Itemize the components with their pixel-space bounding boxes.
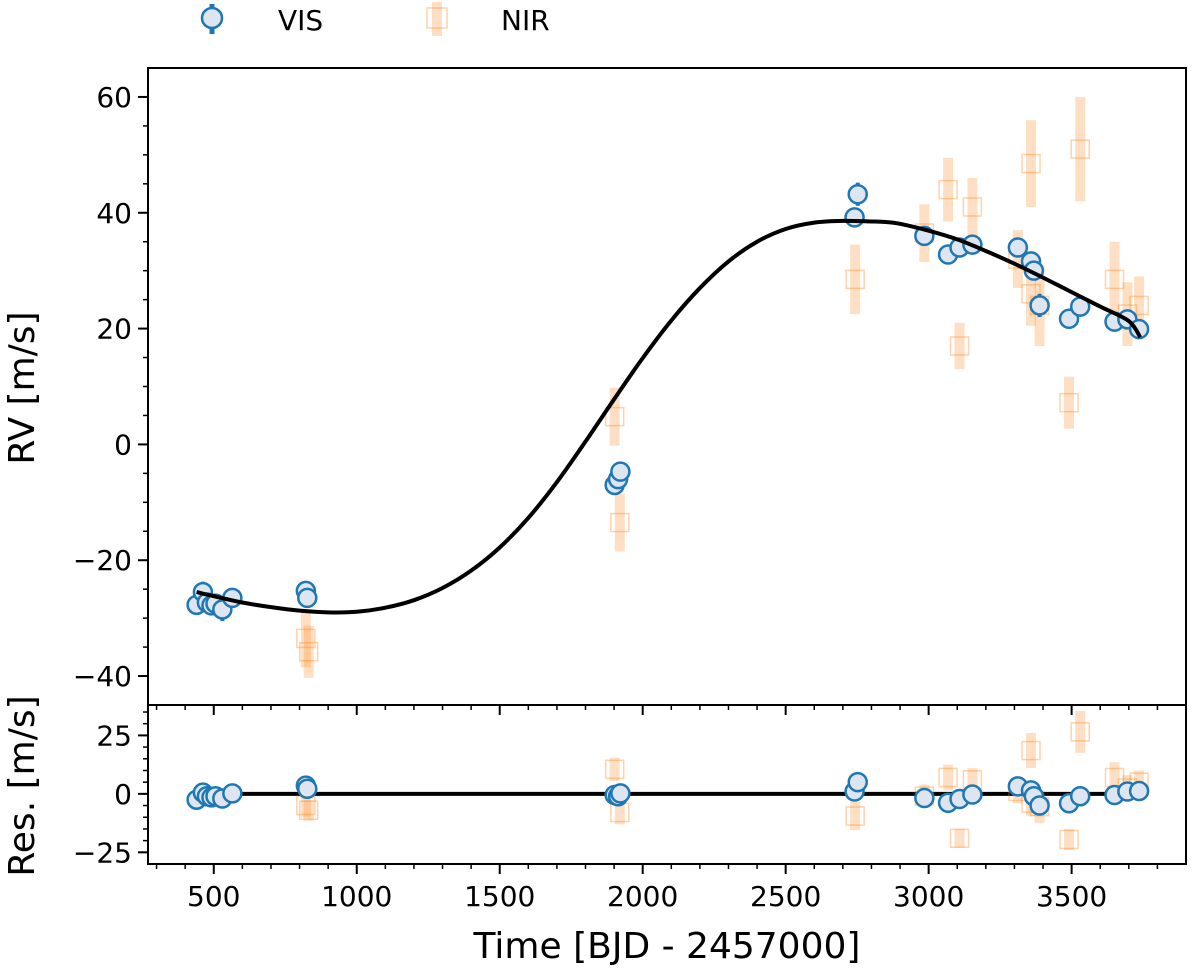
nir-point bbox=[938, 767, 958, 788]
vis-point bbox=[962, 784, 983, 805]
nir-point bbox=[1059, 829, 1079, 850]
nir-point bbox=[949, 828, 970, 849]
x-tick-label: 1000 bbox=[321, 880, 392, 913]
nir-point bbox=[1021, 153, 1041, 174]
residuals-panel: 25 0 −25 500 1000 1500 2000 2500 3000 3500 Res. … bbox=[2, 695, 1187, 967]
residuals-vis-series bbox=[186, 771, 1150, 816]
nir-point bbox=[1129, 295, 1149, 316]
residuals-panel-frame bbox=[147, 704, 1187, 865]
y-tick-label: 25 bbox=[96, 719, 132, 752]
y-tick-label: 20 bbox=[96, 313, 132, 346]
legend-nir-marker bbox=[426, 2, 448, 36]
vis-point bbox=[1069, 785, 1091, 807]
nir-point bbox=[949, 336, 970, 356]
vis-point bbox=[610, 783, 631, 804]
x-tick-label: 500 bbox=[187, 880, 240, 913]
nir-point bbox=[845, 269, 865, 290]
x-tick-label: 3000 bbox=[893, 880, 964, 913]
y-tick-label: 0 bbox=[114, 778, 132, 811]
nir-point bbox=[938, 179, 958, 200]
y-tick-label: 0 bbox=[114, 428, 132, 461]
rv-y-axis-title: RV [m/s] bbox=[2, 311, 43, 464]
rv-nir-series bbox=[296, 96, 1149, 678]
y-tick-label: −25 bbox=[73, 836, 132, 869]
vis-point bbox=[1007, 237, 1029, 258]
x-tick-label: 1500 bbox=[464, 880, 535, 913]
nir-point bbox=[610, 512, 630, 533]
y-tick-label: 40 bbox=[96, 197, 132, 230]
vis-point bbox=[1029, 795, 1050, 816]
y-tick-label: 60 bbox=[96, 81, 132, 114]
nir-point bbox=[962, 197, 983, 217]
residuals-y-axis-title: Res. [m/s] bbox=[2, 695, 43, 876]
nir-point bbox=[296, 628, 316, 649]
x-tick-label: 2000 bbox=[607, 880, 678, 913]
vis-point bbox=[297, 778, 318, 799]
x-tick-label: 2500 bbox=[750, 880, 821, 913]
vis-point bbox=[914, 787, 935, 809]
vis-point bbox=[847, 183, 868, 205]
residuals-x-axis: 500 1000 1500 2000 2500 3000 3500 bbox=[155, 864, 1159, 913]
legend: VIS NIR bbox=[200, 2, 550, 37]
x-tick-label: 3500 bbox=[1036, 880, 1107, 913]
vis-point bbox=[297, 587, 318, 609]
nir-point bbox=[845, 806, 865, 826]
vis-point bbox=[1029, 295, 1050, 316]
rv-model-curve bbox=[196, 218, 1142, 615]
nir-point bbox=[604, 759, 625, 780]
nir-point bbox=[1104, 269, 1125, 290]
x-axis-title: Time [BJD - 2457000] bbox=[473, 926, 861, 967]
rv-panel: 60 40 20 0 −20 −40 RV [m/s] bbox=[2, 67, 1187, 715]
vis-point bbox=[1128, 780, 1150, 802]
nir-point bbox=[298, 800, 319, 820]
vis-point bbox=[222, 783, 243, 804]
rv-vis-series bbox=[186, 182, 1150, 622]
legend-vis-label: VIS bbox=[278, 4, 323, 37]
vis-point bbox=[610, 461, 631, 482]
residuals-y-axis: 25 0 −25 bbox=[73, 711, 148, 869]
y-tick-label: −40 bbox=[73, 660, 132, 693]
vis-point bbox=[847, 771, 868, 793]
rv-x-axis-ticks bbox=[155, 705, 1159, 715]
nir-point bbox=[604, 406, 625, 427]
nir-point bbox=[298, 641, 319, 662]
nir-point bbox=[1059, 392, 1079, 413]
rv-y-axis: 60 40 20 0 −20 −40 bbox=[73, 81, 148, 693]
legend-vis-marker bbox=[200, 4, 224, 34]
legend-nir-label: NIR bbox=[501, 4, 550, 37]
nir-point bbox=[1021, 740, 1041, 761]
vis-point bbox=[844, 207, 865, 228]
nir-point bbox=[1070, 139, 1090, 159]
y-tick-label: −20 bbox=[73, 544, 132, 577]
nir-point bbox=[1070, 722, 1090, 742]
